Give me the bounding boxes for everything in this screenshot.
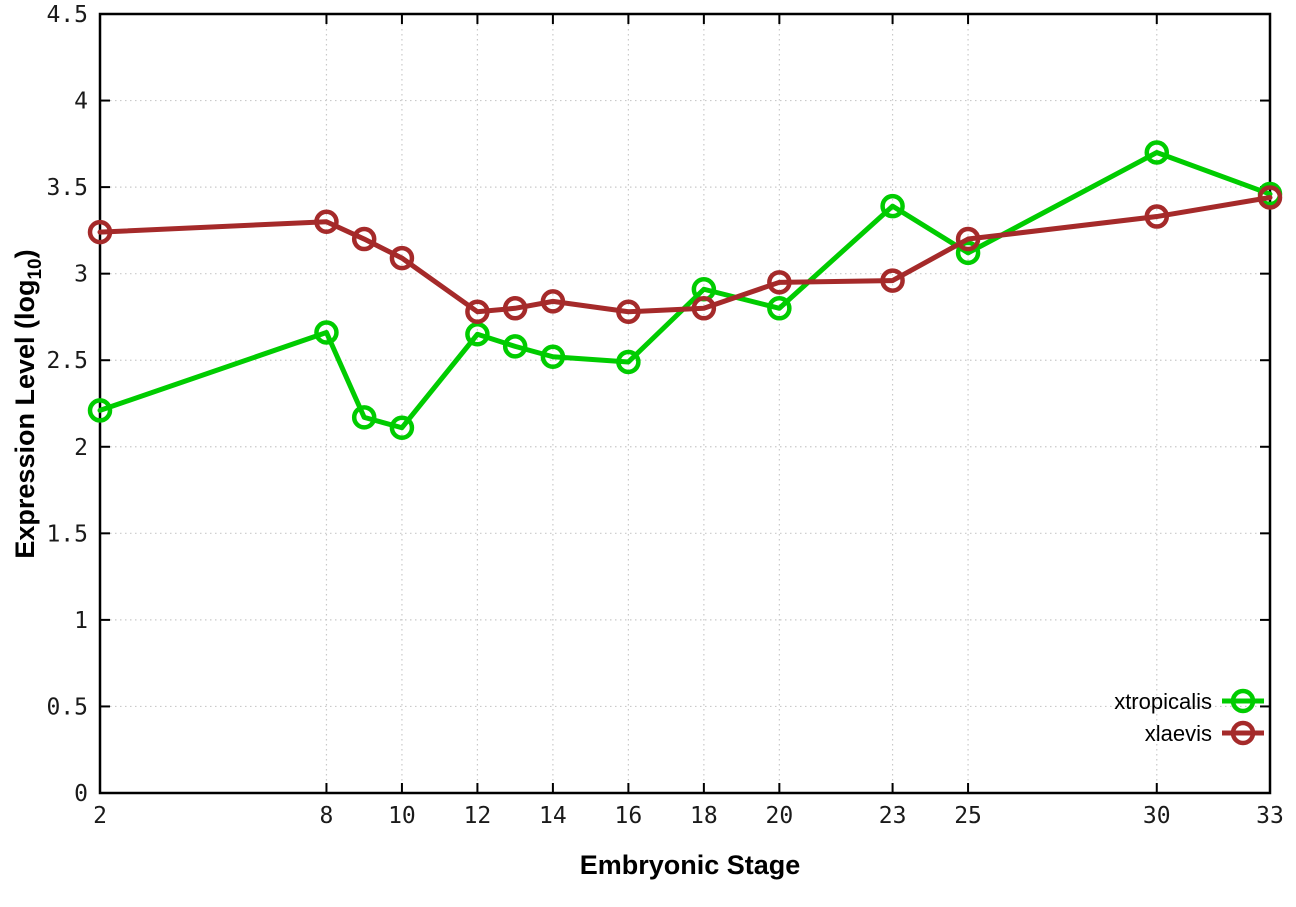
y-tick-label: 0 <box>74 781 88 807</box>
data-point-xlaevis <box>314 209 339 234</box>
y-axis-title: Expression Level (log10) <box>10 249 46 558</box>
x-tick-label: 18 <box>690 803 718 829</box>
data-point-xlaevis <box>540 289 566 314</box>
y-tick-label: 1 <box>74 608 88 634</box>
legend-label-xtropicalis: xtropicalis <box>1114 689 1212 714</box>
data-point-xlaevis <box>87 219 113 245</box>
x-tick-label: 23 <box>879 803 907 829</box>
legend-marker-xlaevis <box>1230 720 1256 746</box>
legend-marker-xtropicalis <box>1230 688 1256 714</box>
x-tick-label: 12 <box>464 803 492 829</box>
data-point-xlaevis <box>465 299 490 325</box>
data-point-xtropicalis <box>540 344 566 370</box>
x-tick-label: 8 <box>320 803 334 829</box>
data-point-xlaevis <box>691 296 717 321</box>
axis-layer: 0 0.5 1 1.5 2 2.5 3 3.5 4 4.5 2 8 10 12 14 16 18 20 23 25 30… <box>46 2 1283 829</box>
data-point-xtropicalis <box>389 415 415 440</box>
data-point-xlaevis <box>767 270 792 295</box>
legend-label-xlaevis: xlaevis <box>1145 721 1212 746</box>
legend-layer: xtropicalis xlaevis <box>1114 688 1264 746</box>
data-point-xtropicalis <box>955 240 981 266</box>
data-point-xtropicalis <box>767 296 792 321</box>
data-point-xtropicalis <box>351 405 377 430</box>
y-tick-label: 4 <box>74 89 88 115</box>
x-tick-label: 16 <box>615 803 643 829</box>
x-axis-title: Embryonic Stage <box>580 850 801 880</box>
y-tick-label: 2 <box>74 435 88 461</box>
data-point-xtropicalis <box>465 322 490 347</box>
data-point-xlaevis <box>880 268 905 293</box>
y-tick-label: 3.5 <box>46 175 88 201</box>
data-point-xtropicalis <box>502 334 528 359</box>
x-tick-label: 10 <box>388 803 416 829</box>
grid-layer <box>100 14 1270 793</box>
y-tick-label: 0.5 <box>46 694 88 720</box>
data-point-xlaevis <box>351 226 377 252</box>
x-tick-label: 14 <box>539 803 567 829</box>
data-point-xtropicalis <box>1144 140 1170 165</box>
data-point-xtropicalis <box>616 349 641 375</box>
x-tick-label: 33 <box>1256 803 1284 829</box>
x-tick-label: 25 <box>954 803 982 829</box>
x-tick-label: 30 <box>1143 803 1171 829</box>
y-tick-label: 3 <box>74 262 88 288</box>
data-point-xlaevis <box>389 245 415 271</box>
series-line-xlaevis <box>97 194 1273 315</box>
plot-border <box>98 12 1272 795</box>
series-line-xtropicalis <box>97 149 1273 431</box>
y-tick-label: 1.5 <box>46 521 88 547</box>
y-tick-label: 2.5 <box>46 348 88 374</box>
data-point-xtropicalis <box>880 193 905 219</box>
series-layer <box>87 140 1283 440</box>
x-tick-label: 20 <box>766 803 794 829</box>
data-point-xtropicalis <box>87 398 113 423</box>
y-tick-label: 4.5 <box>46 2 88 28</box>
data-point-xlaevis <box>502 296 528 321</box>
data-point-xlaevis <box>955 226 981 252</box>
data-point-xtropicalis <box>314 320 339 345</box>
data-point-xlaevis <box>1257 185 1283 210</box>
data-point-xlaevis <box>1144 204 1170 229</box>
data-point-xlaevis <box>616 299 641 325</box>
x-tick-label: 2 <box>93 803 107 829</box>
